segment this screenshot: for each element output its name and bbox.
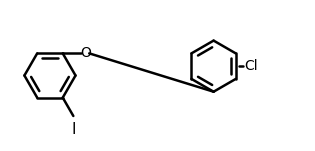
Text: O: O xyxy=(80,46,91,60)
Text: Cl: Cl xyxy=(244,59,257,73)
Text: I: I xyxy=(71,122,76,137)
